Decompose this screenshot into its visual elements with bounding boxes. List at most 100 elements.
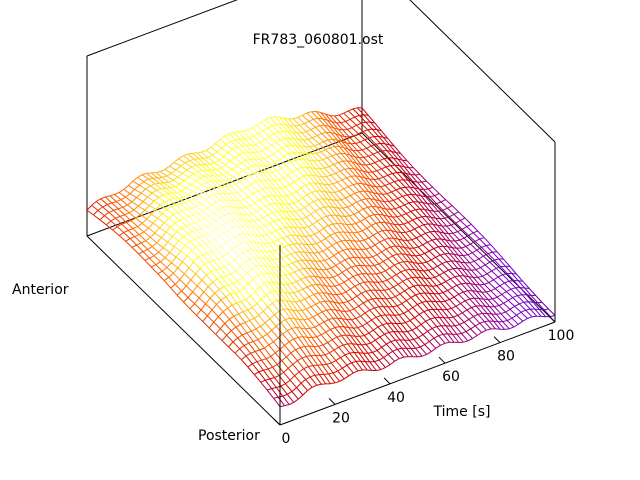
box-edge <box>409 0 556 143</box>
surface-line <box>112 229 120 236</box>
surface-line <box>450 260 459 269</box>
surface-line <box>234 292 242 302</box>
surface-line <box>485 305 490 308</box>
surface-line <box>384 143 392 152</box>
surface-line <box>416 327 424 335</box>
surface-line <box>93 210 99 216</box>
surface-line <box>198 194 206 201</box>
surface-line <box>510 287 516 290</box>
surface-line <box>379 200 387 210</box>
surface-line <box>464 275 469 278</box>
surface-line <box>241 334 250 344</box>
surface-line <box>446 307 452 310</box>
surface-line <box>336 199 342 201</box>
surface-line <box>309 328 317 338</box>
surface-line <box>289 181 295 186</box>
surface-line <box>234 290 240 294</box>
surface-line <box>360 312 366 317</box>
surface-line <box>314 275 320 278</box>
surface-line <box>297 394 304 400</box>
surface-line <box>307 223 313 228</box>
surface-line <box>201 225 207 229</box>
surface-line <box>146 172 152 174</box>
surface-line <box>423 188 429 190</box>
surface-line <box>361 107 369 116</box>
surface-line <box>170 186 176 189</box>
surface-line <box>303 226 309 229</box>
surface-line <box>335 309 341 312</box>
surface-line <box>220 246 228 254</box>
surface-line <box>248 283 256 292</box>
surface-line <box>357 327 365 336</box>
surface-line <box>349 213 355 217</box>
surface-line <box>230 273 238 282</box>
surface-line <box>306 286 315 295</box>
surface-line <box>431 238 437 241</box>
surface-line <box>380 143 388 151</box>
surface-line <box>186 166 192 171</box>
surface-line <box>142 251 150 259</box>
surface-line <box>367 257 375 266</box>
surface-line <box>162 194 170 201</box>
surface-line <box>295 187 301 192</box>
surface-line <box>378 176 384 180</box>
surface-line <box>463 290 468 293</box>
surface-line <box>348 108 354 112</box>
surface-line <box>124 212 130 216</box>
surface-line <box>351 319 359 329</box>
surface-line <box>316 336 324 346</box>
surface-line <box>356 162 364 172</box>
surface-line <box>180 165 188 171</box>
surface-line <box>382 324 390 333</box>
surface-line <box>428 186 433 190</box>
surface-line <box>421 261 427 264</box>
surface-line <box>287 171 293 176</box>
surface-line <box>429 209 434 212</box>
surface-line <box>335 265 343 273</box>
surface-line <box>338 302 346 312</box>
surface-line <box>191 164 197 168</box>
surface-line <box>381 298 389 308</box>
surface-line <box>334 231 340 234</box>
surface-line <box>301 216 307 220</box>
surface-line <box>235 183 243 191</box>
surface-line <box>136 244 144 252</box>
surface-line <box>479 284 487 293</box>
surface-line <box>297 197 303 202</box>
surface-line <box>419 344 426 348</box>
surface-line <box>295 327 304 337</box>
surface-line <box>341 335 349 345</box>
surface-line <box>419 346 428 355</box>
surface-line <box>280 383 286 387</box>
surface-line <box>156 188 162 191</box>
surface-line <box>195 203 202 207</box>
surface-line <box>244 138 252 146</box>
surface-line <box>418 188 426 197</box>
surface-line <box>362 170 370 180</box>
surface-line <box>320 354 325 357</box>
surface-line <box>249 257 255 260</box>
surface-line <box>434 317 442 327</box>
surface-line <box>163 193 168 196</box>
surface-line <box>295 235 304 245</box>
surface-line <box>181 227 189 235</box>
surface-line <box>410 174 418 183</box>
surface-line <box>415 173 420 176</box>
surface-line <box>232 337 239 343</box>
surface-line <box>219 214 225 219</box>
surface-line <box>501 294 509 301</box>
surface-line <box>188 216 196 224</box>
surface-line <box>280 275 288 285</box>
surface-line <box>240 162 248 169</box>
surface-line <box>290 301 298 312</box>
surface-line <box>423 224 431 233</box>
surface-line <box>461 228 469 236</box>
surface-line <box>342 207 350 217</box>
surface-line <box>398 223 404 226</box>
surface-line <box>282 395 290 405</box>
surface-line <box>420 232 426 237</box>
surface-line <box>402 239 410 249</box>
surface-line <box>361 183 369 192</box>
surface-line <box>143 227 149 233</box>
surface-line <box>362 129 368 132</box>
